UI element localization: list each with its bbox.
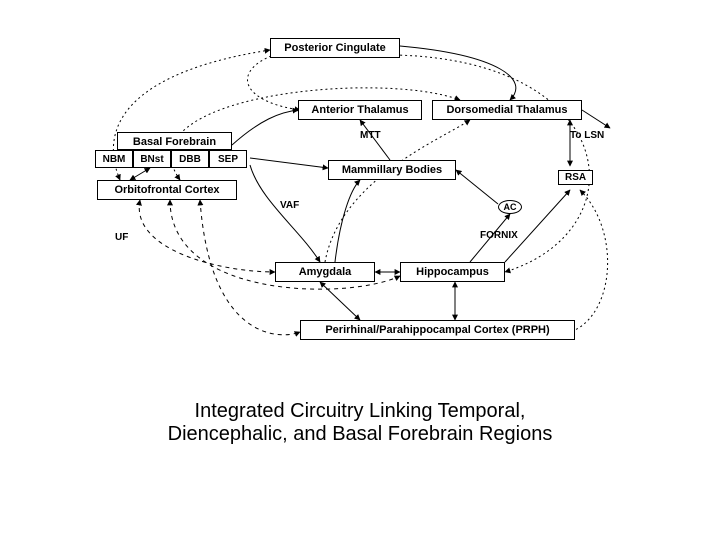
node-label: Amygdala: [299, 266, 352, 278]
node-label: Anterior Thalamus: [311, 104, 408, 116]
node-anterior-thalamus: Anterior Thalamus: [298, 100, 422, 120]
subnode-dbb: DBB: [171, 150, 209, 168]
edge-amyg-dm: [325, 120, 470, 262]
node-hippocampus: Hippocampus: [400, 262, 505, 282]
edge-ofc-bf: [130, 168, 150, 180]
subnode-bnst: BNst: [133, 150, 171, 168]
label-vaf: VAF: [280, 200, 299, 211]
node-label: Basal Forebrain: [133, 136, 216, 148]
label-fornix: FORNIX: [480, 230, 518, 241]
caption-line-2: Diencephalic, and Basal Forebrain Region…: [168, 423, 553, 445]
subnode-sep: SEP: [209, 150, 247, 168]
node-label: Perirhinal/Parahippocampal Cortex (PRPH): [325, 324, 549, 336]
node-basal-forebrain: Basal Forebrain: [117, 132, 232, 150]
node-posterior-cingulate: Posterior Cingulate: [270, 38, 400, 58]
label-to-lsn: To LSN: [570, 130, 604, 141]
edge-mb-ac: [456, 170, 498, 204]
node-orbitofrontal: Orbitofrontal Cortex: [97, 180, 237, 200]
subnode-label: BNst: [140, 154, 163, 165]
edge-bf-at: [232, 110, 298, 145]
node-prph: Perirhinal/Parahippocampal Cortex (PRPH): [300, 320, 575, 340]
edge-vaf: [250, 165, 320, 262]
edge-pc-dm: [400, 46, 516, 100]
node-mammillary-bodies: Mammillary Bodies: [328, 160, 456, 180]
subnode-label: DBB: [179, 154, 201, 165]
edge-bf-mb: [250, 158, 328, 168]
node-label: Posterior Cingulate: [284, 42, 385, 54]
subnode-nbm: NBM: [95, 150, 133, 168]
label-ac: AC: [498, 200, 522, 214]
node-amygdala: Amygdala: [275, 262, 375, 282]
node-label: Mammillary Bodies: [342, 164, 442, 176]
caption-line-1: Integrated Circuitry Linking Temporal,: [195, 400, 526, 422]
edge-amyg-mb: [335, 180, 360, 262]
node-label: Orbitofrontal Cortex: [114, 184, 219, 196]
diagram-canvas: Posterior Cingulate Anterior Thalamus Do…: [0, 0, 720, 540]
edge-dm-lsn: [582, 110, 610, 128]
basal-forebrain-subrow: NBM BNst DBB SEP: [95, 150, 247, 168]
edge-rsa-prph: [575, 190, 608, 330]
node-dorsomedial-thalamus: Dorsomedial Thalamus: [432, 100, 582, 120]
subnode-label: SEP: [218, 154, 238, 165]
label-rsa: RSA: [558, 170, 593, 185]
figure-caption: Integrated Circuitry Linking Temporal, D…: [0, 400, 720, 446]
subnode-label: NBM: [103, 154, 126, 165]
node-label: Hippocampus: [416, 266, 489, 278]
edge-amyg-prph: [320, 282, 360, 320]
node-label: Dorsomedial Thalamus: [446, 104, 567, 116]
label-uf: UF: [115, 232, 128, 243]
edge-ofc-amyg: [139, 200, 275, 272]
label-mtt: MTT: [360, 130, 381, 141]
